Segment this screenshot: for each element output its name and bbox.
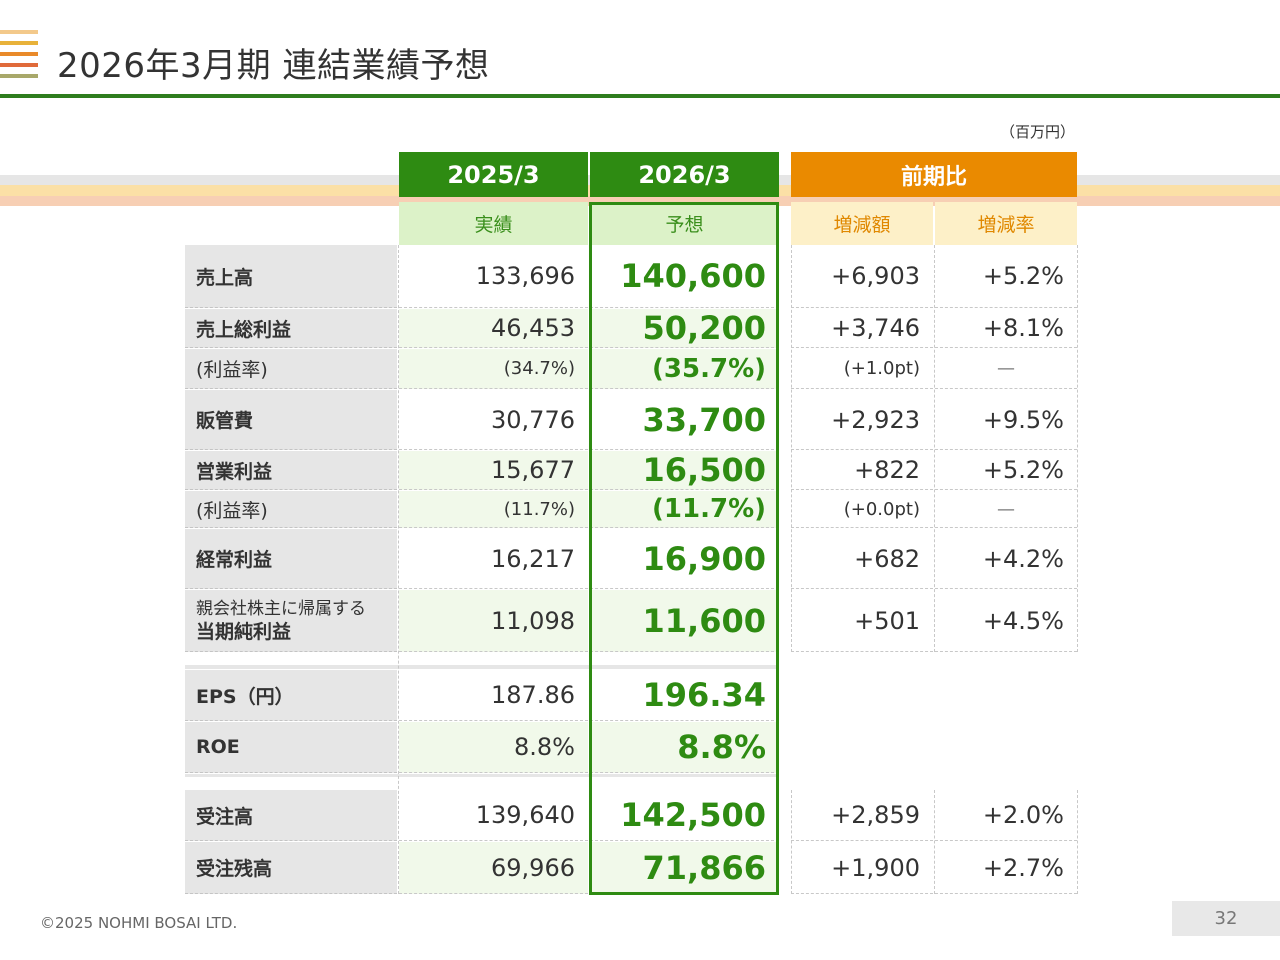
row-label-line2: 当期純利益 xyxy=(196,620,292,643)
unit-label: （百万円） xyxy=(1000,123,1076,141)
subheader-actual: 実績 xyxy=(399,202,588,245)
row-label: (利益率) xyxy=(185,491,397,528)
cell-diff: +1,900 xyxy=(791,842,933,894)
cell-prev: 69,966 xyxy=(399,842,588,894)
group-separator xyxy=(185,665,779,669)
copyright: ©2025 NOHMI BOSAI LTD. xyxy=(40,914,238,932)
cell-forecast: 196.34 xyxy=(590,670,779,721)
table-gridline xyxy=(398,245,399,894)
row-label: 受注高 xyxy=(185,790,397,841)
cell-forecast: (11.7%) xyxy=(590,491,779,528)
cell-forecast: 16,900 xyxy=(590,529,779,589)
row-label-line1: 親会社株主に帰属する xyxy=(196,598,366,619)
cell-diff: (+1.0pt) xyxy=(791,349,933,389)
cell-diff: +501 xyxy=(791,590,933,652)
table-gridline xyxy=(1077,790,1078,894)
cell-forecast: 11,600 xyxy=(590,590,779,652)
cell-diff: (+0.0pt) xyxy=(791,491,933,528)
cell-prev: (11.7%) xyxy=(399,491,588,528)
table-gridline xyxy=(934,790,935,894)
cell-rate: +9.5% xyxy=(935,390,1077,450)
table-gridline xyxy=(1077,245,1078,652)
page-title: 2026年3月期 連結業績予想 xyxy=(57,46,490,86)
cell-rate: +5.2% xyxy=(935,245,1077,308)
cell-diff: +2,923 xyxy=(791,390,933,450)
row-label: (利益率) xyxy=(185,349,397,389)
decor-stripe xyxy=(0,196,1280,206)
page-number: 32 xyxy=(1172,901,1280,936)
cell-forecast: 16,500 xyxy=(590,451,779,490)
row-label: ROE xyxy=(185,722,397,773)
cell-rate: — xyxy=(935,349,1077,389)
cell-forecast: 33,700 xyxy=(590,390,779,450)
subheader-forecast: 予想 xyxy=(590,202,779,245)
cell-prev: 133,696 xyxy=(399,245,588,308)
subheader-diff: 増減額 xyxy=(791,202,933,245)
table-gridline xyxy=(791,790,792,894)
row-label-net-income: 親会社株主に帰属する 当期純利益 xyxy=(185,590,397,652)
title-divider xyxy=(0,94,1280,98)
cell-rate: — xyxy=(935,491,1077,528)
cell-forecast: 50,200 xyxy=(590,309,779,348)
column-header-2026: 2026/3 xyxy=(590,152,779,197)
row-label: 売上総利益 xyxy=(185,309,397,348)
cell-forecast: (35.7%) xyxy=(590,349,779,389)
column-header-2025: 2025/3 xyxy=(399,152,588,197)
cell-diff: +2,859 xyxy=(791,790,933,841)
row-label: 受注残高 xyxy=(185,842,397,894)
table-gridline xyxy=(934,245,935,652)
cell-prev: 15,677 xyxy=(399,451,588,490)
cell-rate: +4.2% xyxy=(935,529,1077,589)
group-separator xyxy=(185,774,779,777)
cell-diff: +822 xyxy=(791,451,933,490)
cell-diff: +682 xyxy=(791,529,933,589)
subheader-rate: 増減率 xyxy=(935,202,1077,245)
cell-prev: 8.8% xyxy=(399,722,588,773)
cell-rate: +5.2% xyxy=(935,451,1077,490)
logo-mark xyxy=(0,30,38,85)
cell-rate: +4.5% xyxy=(935,590,1077,652)
cell-rate: +8.1% xyxy=(935,309,1077,348)
cell-forecast: 8.8% xyxy=(590,722,779,773)
cell-prev: 139,640 xyxy=(399,790,588,841)
row-label: 販管費 xyxy=(185,390,397,450)
row-label: EPS（円） xyxy=(185,670,397,721)
column-header-comparison: 前期比 xyxy=(791,152,1077,197)
row-label: 営業利益 xyxy=(185,451,397,490)
cell-forecast: 140,600 xyxy=(590,245,779,308)
cell-forecast: 71,866 xyxy=(590,842,779,894)
row-label: 売上高 xyxy=(185,245,397,308)
cell-rate: +2.7% xyxy=(935,842,1077,894)
cell-prev: 46,453 xyxy=(399,309,588,348)
cell-prev: (34.7%) xyxy=(399,349,588,389)
cell-prev: 16,217 xyxy=(399,529,588,589)
cell-diff: +6,903 xyxy=(791,245,933,308)
cell-diff: +3,746 xyxy=(791,309,933,348)
cell-forecast: 142,500 xyxy=(590,790,779,841)
row-label: 経常利益 xyxy=(185,529,397,589)
cell-prev: 11,098 xyxy=(399,590,588,652)
cell-prev: 187.86 xyxy=(399,670,588,721)
cell-prev: 30,776 xyxy=(399,390,588,450)
cell-rate: +2.0% xyxy=(935,790,1077,841)
table-gridline xyxy=(791,245,792,652)
